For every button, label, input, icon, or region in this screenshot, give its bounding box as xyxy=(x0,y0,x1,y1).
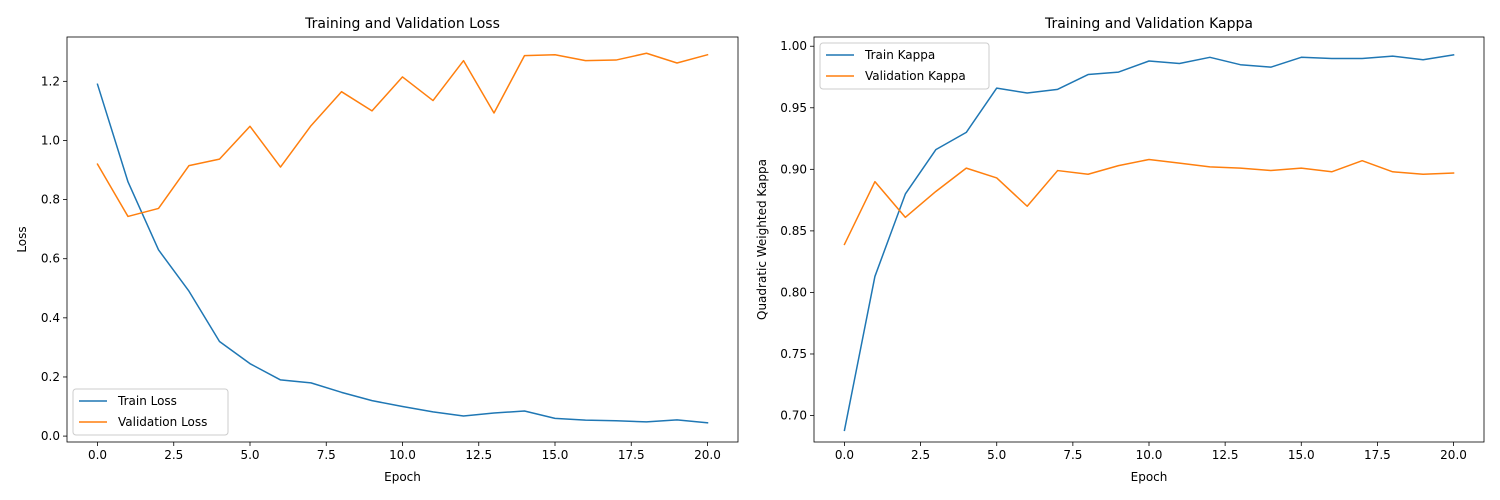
loss-y-tick-label: 0.8 xyxy=(41,193,60,207)
loss-x-tick-label: 7.5 xyxy=(317,448,336,462)
loss-chart: Training and Validation Loss 0.0 2.5 5.0 7.5… xyxy=(15,16,739,484)
kappa-x-tick-label: 20.0 xyxy=(1440,448,1467,462)
loss-x-tick-label: 5.0 xyxy=(240,448,259,462)
loss-chart-title: Training and Validation Loss xyxy=(304,16,500,32)
kappa-series-line-validation xyxy=(843,158,1455,246)
kappa-x-tick-label: 0.0 xyxy=(835,448,854,462)
kappa-chart: Training and Validation Kappa 0.0 2.5 5.0 7.… xyxy=(755,16,1485,484)
kappa-x-tick-label: 2.5 xyxy=(911,448,930,462)
loss-legend-label: Validation Loss xyxy=(118,415,207,429)
kappa-x-axis-label: Epoch xyxy=(1131,470,1168,484)
loss-x-tick-label: 2.5 xyxy=(164,448,183,462)
loss-x-tick-label: 15.0 xyxy=(542,448,569,462)
loss-y-tick-label: 0.6 xyxy=(41,252,60,266)
kappa-x-tick-label: 15.0 xyxy=(1288,448,1315,462)
kappa-y-tick-label: 0.85 xyxy=(780,224,807,238)
kappa-y-tick-label: 1.00 xyxy=(780,39,807,53)
loss-y-axis-label: Loss xyxy=(15,226,29,252)
kappa-x-tick-label: 7.5 xyxy=(1063,448,1082,462)
kappa-chart-title: Training and Validation Kappa xyxy=(1044,16,1253,32)
loss-y-tick-label: 0.0 xyxy=(41,429,60,443)
kappa-legend-label: Validation Kappa xyxy=(865,69,966,83)
kappa-y-tick-label: 0.70 xyxy=(780,409,807,423)
kappa-legend: Train Kappa Validation Kappa xyxy=(819,42,990,90)
kappa-x-tick-label: 17.5 xyxy=(1364,448,1391,462)
kappa-axes-frame xyxy=(813,36,1485,443)
kappa-legend-label: Train Kappa xyxy=(864,48,935,62)
loss-axes-frame xyxy=(66,36,739,443)
kappa-y-tick-label: 0.75 xyxy=(780,347,807,361)
kappa-y-tick-label: 0.95 xyxy=(780,101,807,115)
loss-series-line-validation xyxy=(96,52,709,218)
loss-y-tick-label: 0.4 xyxy=(41,311,60,325)
loss-legend-label: Train Loss xyxy=(117,394,177,408)
kappa-y-tick-label: 0.90 xyxy=(780,162,807,176)
loss-x-tick-label: 0.0 xyxy=(88,448,107,462)
loss-y-tick-label: 1.2 xyxy=(41,74,60,88)
loss-y-tick-label: 1.0 xyxy=(41,133,60,147)
loss-legend-box xyxy=(72,388,229,436)
kappa-y-tick-label: 0.80 xyxy=(780,285,807,299)
loss-legend: Train Loss Validation Loss xyxy=(72,388,229,436)
loss-x-axis-label: Epoch xyxy=(384,470,421,484)
kappa-legend-box xyxy=(819,42,990,90)
loss-series-line-train xyxy=(96,83,709,424)
loss-x-tick-label: 10.0 xyxy=(389,448,416,462)
loss-x-tick-label: 20.0 xyxy=(694,448,721,462)
loss-x-tick-label: 17.5 xyxy=(618,448,645,462)
loss-y-tick-label: 0.2 xyxy=(41,370,60,384)
loss-x-tick-label: 12.5 xyxy=(465,448,492,462)
kappa-x-tick-label: 10.0 xyxy=(1136,448,1163,462)
kappa-series-line-train xyxy=(843,53,1455,432)
kappa-x-tick-label: 5.0 xyxy=(987,448,1006,462)
kappa-y-axis-label: Quadratic Weighted Kappa xyxy=(755,159,769,320)
kappa-x-tick-label: 12.5 xyxy=(1212,448,1239,462)
